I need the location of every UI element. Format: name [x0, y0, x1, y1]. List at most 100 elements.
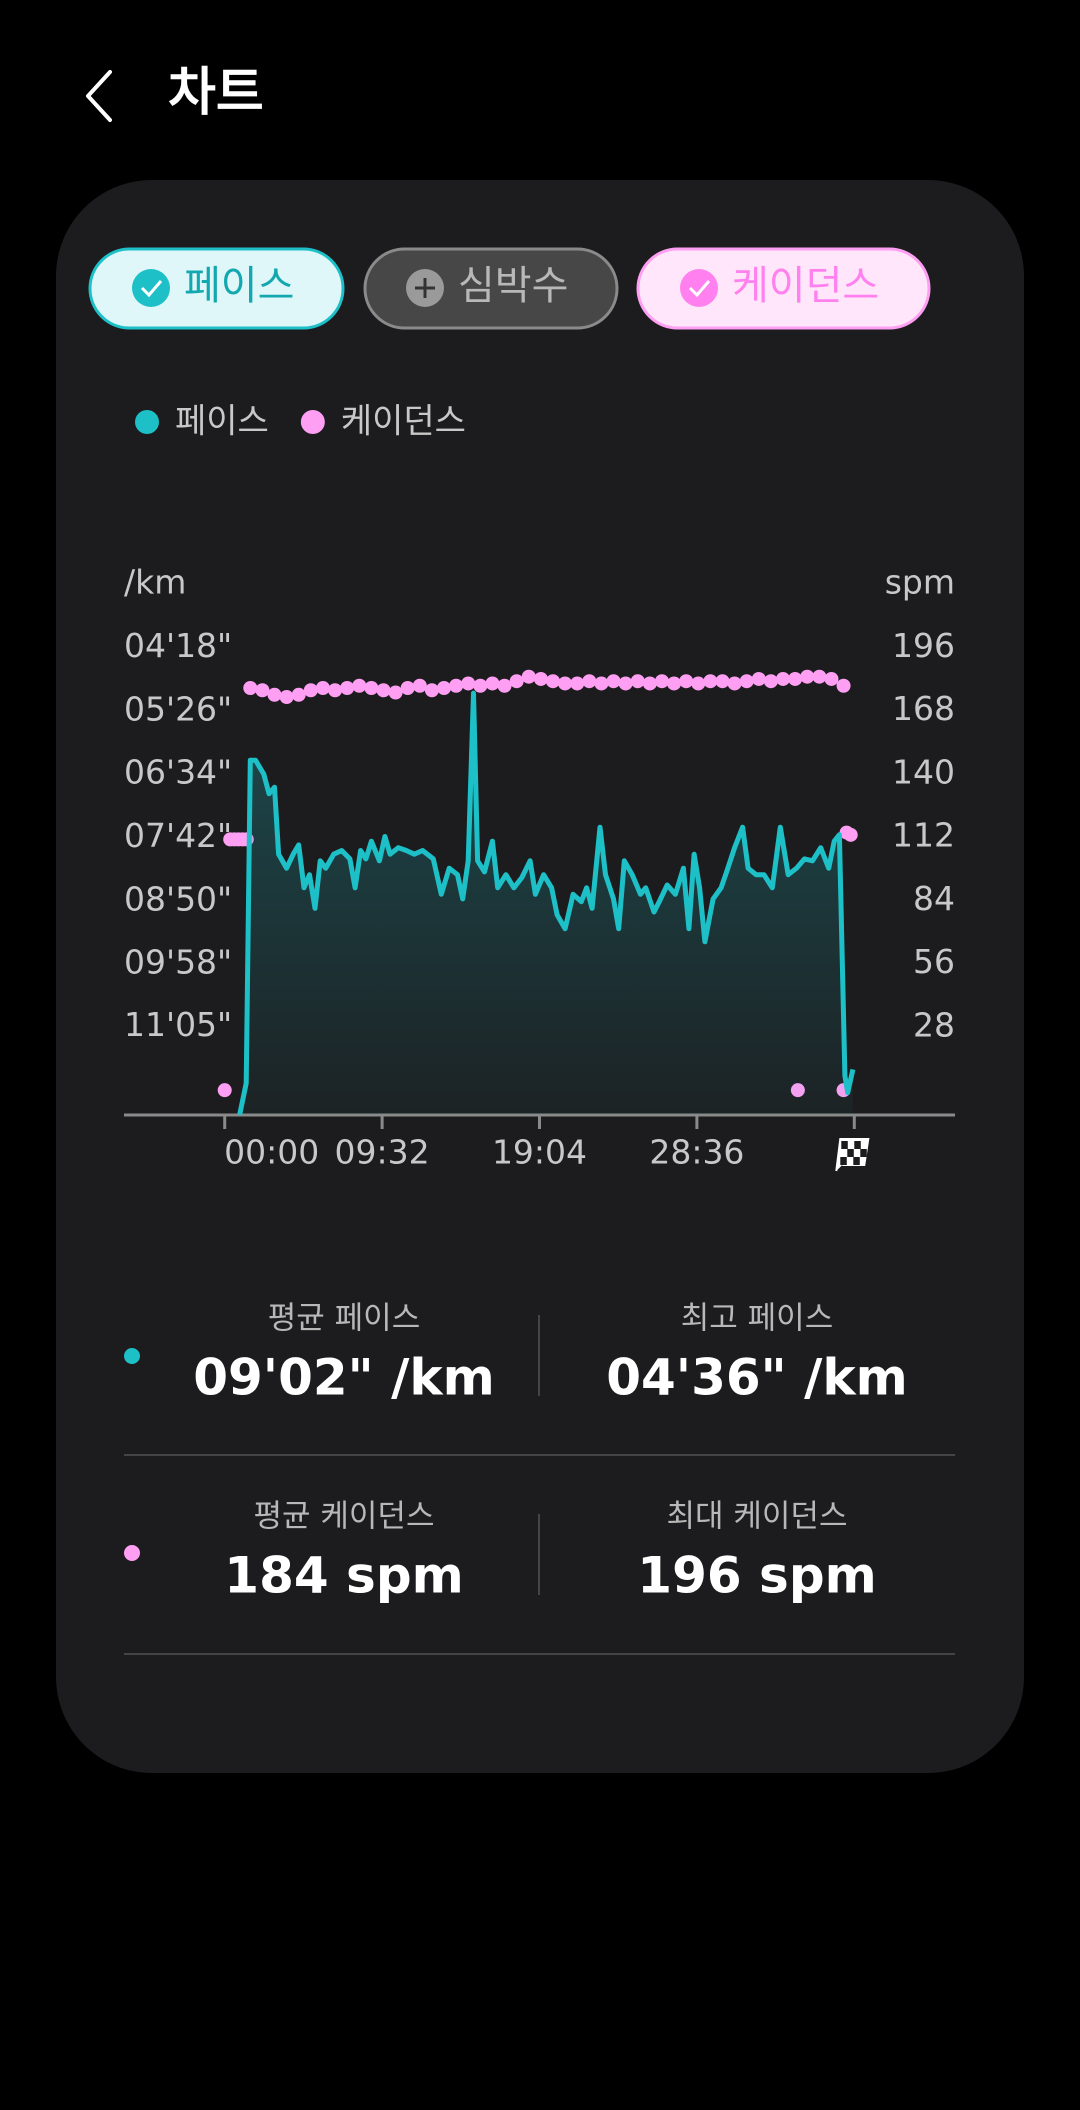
- pace-line: [237, 690, 856, 1116]
- y2-tick-label: 112: [892, 816, 955, 855]
- cadence-point: [364, 681, 379, 695]
- cadence-point: [715, 674, 730, 689]
- legend-label: 페이스: [175, 402, 269, 442]
- y2-tick-label: 84: [913, 879, 955, 918]
- y-tick-label: 06'34": [124, 753, 232, 792]
- cadence-point: [642, 676, 657, 691]
- cadence-point: [654, 674, 669, 689]
- y-tick-label: 05'26": [124, 689, 232, 728]
- y2-tick-label: 140: [892, 752, 955, 791]
- y2-tick-label: 56: [913, 942, 955, 981]
- cadence-point: [667, 676, 682, 691]
- cadence-point: [352, 678, 367, 693]
- stat-value: 04'36" /km: [606, 1349, 908, 1407]
- stat-label: 평균 케이던스: [254, 1499, 435, 1535]
- stat-dot: [124, 1348, 140, 1364]
- legend-dot: [300, 410, 325, 434]
- cadence-point: [812, 669, 827, 684]
- tab-bg: [636, 247, 931, 330]
- cadence-point: [424, 683, 439, 698]
- cadence-point: [267, 687, 282, 702]
- cadence-point: [800, 669, 815, 684]
- pace-area: [239, 693, 853, 1115]
- cadence-point: [594, 676, 609, 691]
- y-tick-label: 09'58": [124, 943, 232, 982]
- finish-flag-icon: [835, 1138, 870, 1172]
- tab-label: 심박수: [458, 263, 568, 309]
- tab-bg: [88, 247, 345, 330]
- y-tick-label: 07'42": [124, 816, 232, 855]
- plot: 04'18" 05'26" 06'34" 07'42" 08'50" 09'58" 11'0…: [124, 626, 955, 1172]
- cadence-point: [545, 674, 560, 689]
- tab-heart-rate[interactable]: 심박수: [363, 247, 619, 330]
- flag-square: [840, 1157, 847, 1165]
- cadence-point: [449, 678, 464, 693]
- cadence-point: [328, 683, 343, 698]
- cadence-point: [679, 674, 694, 689]
- cadence-point: [521, 669, 536, 684]
- cadence-point: [582, 674, 597, 689]
- cadence-point: [376, 683, 391, 698]
- check-icon: [680, 269, 718, 307]
- stat-value: 184 spm: [224, 1547, 463, 1605]
- x-tick-label: 28:36: [649, 1133, 744, 1172]
- cadence-point: [497, 678, 512, 693]
- cadence-point: [279, 690, 294, 705]
- cadence-point: [843, 827, 858, 842]
- y-tick-label: 11'05": [124, 1005, 232, 1044]
- cadence-point: [243, 681, 258, 695]
- cadence-point: [485, 676, 500, 691]
- stat-dot: [124, 1545, 140, 1561]
- check-mark: [140, 280, 163, 298]
- cadence-point: [558, 676, 573, 691]
- cadence-point: [388, 685, 403, 700]
- cadence-point: [570, 676, 585, 691]
- y2-tick-label: 168: [892, 689, 955, 728]
- y-axis-unit: /km: [124, 563, 186, 602]
- cadence-point: [255, 683, 270, 698]
- flag-square: [841, 1141, 848, 1149]
- stat-label: 최대 케이던스: [667, 1499, 848, 1535]
- cadence-point: [824, 671, 839, 686]
- cadence-point: [412, 678, 427, 693]
- y2-tick-label: 196: [892, 626, 955, 665]
- stat-label: 평균 페이스: [268, 1301, 420, 1337]
- cadence-point: [303, 683, 318, 698]
- flag-square: [860, 1149, 867, 1157]
- stat-value: 196 spm: [637, 1547, 876, 1605]
- cadence-point: [340, 681, 355, 695]
- cadence-point: [691, 676, 706, 691]
- tab-pace[interactable]: 페이스: [88, 247, 345, 330]
- cadence-point: [533, 671, 548, 686]
- stat-label: 최고 페이스: [681, 1301, 833, 1337]
- x-tick-label: 19:04: [492, 1133, 587, 1172]
- cadence-point: [751, 671, 766, 686]
- cadence-point: [618, 676, 633, 691]
- back-button[interactable]: [86, 70, 112, 122]
- stat-value: 09'02" /km: [193, 1349, 495, 1407]
- check-icon: [132, 269, 170, 307]
- tab-label: 케이던스: [732, 263, 879, 309]
- legend-label: 케이던스: [341, 402, 466, 442]
- tab-bg: [363, 247, 619, 330]
- cadence-point: [473, 678, 488, 693]
- flag-square: [847, 1149, 854, 1157]
- cadence-point: [703, 674, 718, 689]
- y-tick-label: 04'18": [124, 626, 232, 665]
- cadence-point: [739, 674, 754, 689]
- cadence-point: [776, 671, 791, 686]
- x-tick-label: 09:32: [335, 1133, 430, 1172]
- cadence-point: [788, 671, 803, 686]
- page-title: 차트: [168, 63, 264, 123]
- cadence-point: [315, 681, 330, 695]
- cadence-point: [291, 687, 306, 702]
- x-tick-label: 00:00: [224, 1133, 319, 1172]
- y-tick-label: 08'50": [124, 879, 232, 918]
- tab-cadence[interactable]: 케이던스: [636, 247, 931, 330]
- y2-tick-label: 28: [913, 1005, 955, 1044]
- cadence-point: [727, 676, 742, 691]
- cadence-point: [763, 674, 778, 689]
- flag-square: [854, 1141, 861, 1149]
- cadence-point: [461, 676, 476, 691]
